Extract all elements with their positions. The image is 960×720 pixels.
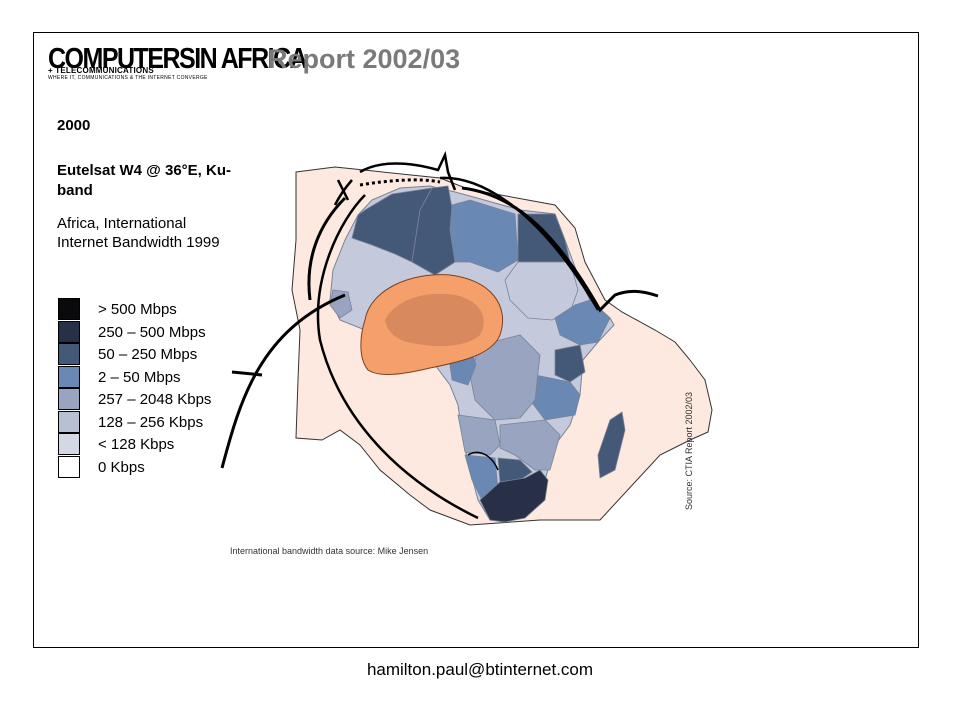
logo-main-text: COMPUTERSIN AFRICA	[48, 42, 308, 76]
region-north-west	[351, 187, 433, 263]
legend-item: > 500 Mbps	[58, 298, 258, 321]
region-kenya	[554, 344, 586, 383]
legend-item: 50 – 250 Mbps	[58, 343, 258, 366]
legend-item: 2 – 50 Mbps	[58, 365, 258, 389]
legend-item: < 128 Kbps	[58, 433, 258, 456]
region-ethiopia	[554, 299, 611, 346]
footer-email: hamilton.paul@btinternet.com	[366, 660, 594, 679]
legend-label: > 500 Mbps	[98, 301, 177, 318]
legend-label: 50 – 250 Mbps	[98, 346, 198, 363]
legend-label: 128 – 256 Kbps	[98, 413, 204, 431]
satellite-footprint-inner	[385, 293, 484, 347]
region-angola	[457, 414, 501, 456]
satellite-label: Eutelsat W4 @ 36°E, Ku-band	[57, 162, 231, 199]
logo-subtitle: + TELECOMMUNICATIONS	[48, 66, 154, 75]
legend-label: 2 – 50 Mbps	[98, 368, 181, 386]
bandwidth-legend: > 500 Mbps 250 – 500 Mbps 50 – 250 Mbps …	[58, 298, 258, 478]
beam-line-dotted	[359, 178, 441, 187]
legend-label: 257 – 2048 Kbps	[98, 391, 212, 408]
computers-in-africa-logo: COMPUTERSIN AFRICA + TELECOMMUNICATIONS …	[48, 44, 308, 82]
legend-item: 250 – 500 Mbps	[58, 320, 258, 344]
legend-swatch	[58, 298, 80, 320]
beam-line-west	[220, 293, 346, 469]
legend-swatch	[58, 365, 80, 388]
beam-line-nw	[333, 179, 353, 206]
legend-label: 250 – 500 Mbps	[98, 323, 206, 341]
region-botswana	[497, 457, 533, 483]
bandwidth-source-note: International bandwidth data source: Mik…	[230, 546, 429, 556]
side-source-note: Source: CTIA Report 2002/03	[684, 391, 694, 510]
region-madagascar	[597, 411, 626, 479]
legend-swatch	[58, 388, 80, 410]
region-libya	[449, 199, 519, 273]
beam-line-east-inner	[439, 176, 600, 311]
legend-swatch	[58, 410, 80, 433]
legend-item: 257 – 2048 Kbps	[58, 388, 258, 411]
report-title: Report 2002/03	[268, 44, 461, 74]
region-drc	[469, 334, 541, 421]
beam-line-east	[461, 186, 659, 313]
year-label: 2000	[57, 117, 91, 134]
region-south-east	[499, 419, 561, 471]
beam-line-arc-outer	[307, 196, 347, 301]
logo-tagline: WHERE IT, COMMUNICATIONS & THE INTERNET …	[48, 75, 208, 81]
legend-item: 0 Kbps	[58, 455, 258, 479]
legend-swatch	[58, 343, 80, 365]
slide-frame	[33, 32, 919, 648]
legend-swatch	[58, 455, 80, 478]
legend-swatch	[58, 320, 80, 343]
legend-swatch	[58, 433, 80, 455]
beam-line-arc-long	[316, 194, 479, 520]
legend-item: 128 – 256 Kbps	[58, 410, 258, 434]
legend-label: < 128 Kbps	[98, 436, 175, 453]
beam-line-south	[467, 451, 499, 471]
map-title: Africa, International Internet Bandwidth…	[57, 215, 220, 251]
beam-line-west-short	[231, 370, 263, 377]
legend-label: 0 Kbps	[98, 458, 145, 476]
region-south-africa	[479, 469, 549, 523]
